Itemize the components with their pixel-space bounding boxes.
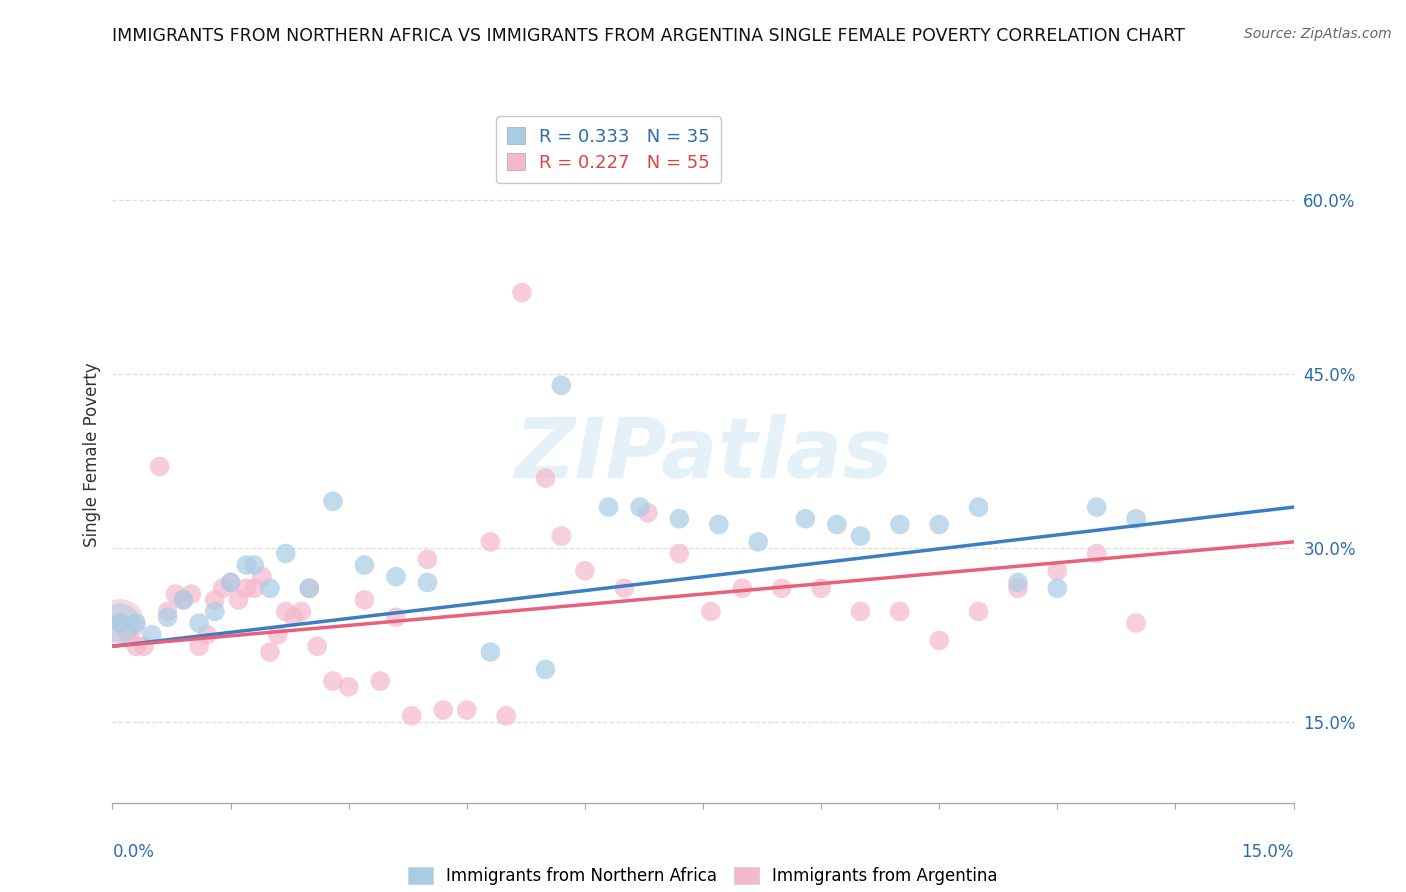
Point [967,605,990,619]
Point [149,459,172,474]
Point [228,592,250,607]
Point [132,639,155,653]
Point [385,610,408,624]
Point [274,605,297,619]
Point [1046,564,1069,578]
Point [747,535,769,549]
Point [243,582,266,596]
Point [510,285,533,300]
Point [598,500,620,514]
Text: Source: ZipAtlas.com: Source: ZipAtlas.com [1244,27,1392,41]
Text: ZIPatlas: ZIPatlas [515,415,891,495]
Point [810,582,832,596]
Point [259,582,281,596]
Point [707,517,730,532]
Point [110,615,132,630]
Text: 0.0%: 0.0% [112,843,155,861]
Point [700,605,723,619]
Point [628,500,651,514]
Point [322,674,344,689]
Point [298,582,321,596]
Point [204,605,226,619]
Point [534,471,557,485]
Point [180,587,202,601]
Point [432,703,454,717]
Point [1046,582,1069,596]
Point [416,575,439,590]
Point [110,615,132,630]
Point [274,546,297,561]
Point [1085,500,1108,514]
Point [401,708,423,723]
Point [668,546,690,561]
Point [353,558,375,573]
Point [165,587,187,601]
Point [889,517,911,532]
Point [534,662,557,677]
Point [298,582,321,596]
Y-axis label: Single Female Poverty: Single Female Poverty [83,363,101,547]
Point [188,639,211,653]
Point [156,610,179,624]
Point [125,615,148,630]
Point [495,708,517,723]
Point [731,582,754,596]
Point [307,639,329,653]
Point [967,500,990,514]
Point [110,615,132,630]
Point [479,645,502,659]
Point [211,582,233,596]
Point [416,552,439,566]
Point [637,506,659,520]
Point [219,575,242,590]
Point [125,639,148,653]
Point [1007,575,1029,590]
Point [235,582,257,596]
Point [195,628,218,642]
Point [613,582,636,596]
Point [889,605,911,619]
Point [849,605,872,619]
Point [1085,546,1108,561]
Point [172,592,194,607]
Point [770,582,793,596]
Point [385,570,408,584]
Point [283,610,305,624]
Point [825,517,848,532]
Text: 15.0%: 15.0% [1241,843,1294,861]
Point [928,517,950,532]
Text: IMMIGRANTS FROM NORTHERN AFRICA VS IMMIGRANTS FROM ARGENTINA SINGLE FEMALE POVER: IMMIGRANTS FROM NORTHERN AFRICA VS IMMIG… [112,27,1185,45]
Point [172,592,194,607]
Point [188,615,211,630]
Point [243,558,266,573]
Point [574,564,596,578]
Point [337,680,360,694]
Point [1125,615,1147,630]
Point [928,633,950,648]
Point [368,674,391,689]
Point [156,605,179,619]
Point [1007,582,1029,596]
Point [141,628,163,642]
Point [267,628,290,642]
Point [322,494,344,508]
Point [219,575,242,590]
Point [259,645,281,659]
Point [550,378,572,392]
Point [117,628,139,642]
Point [794,511,817,525]
Point [1125,511,1147,525]
Point [204,592,226,607]
Point [250,570,273,584]
Point [668,511,690,525]
Point [110,615,132,630]
Point [550,529,572,543]
Point [290,605,312,619]
Point [849,529,872,543]
Legend: R = 0.333   N = 35, R = 0.227   N = 55: R = 0.333 N = 35, R = 0.227 N = 55 [496,116,721,183]
Point [235,558,257,573]
Point [479,535,502,549]
Point [456,703,478,717]
Point [353,592,375,607]
